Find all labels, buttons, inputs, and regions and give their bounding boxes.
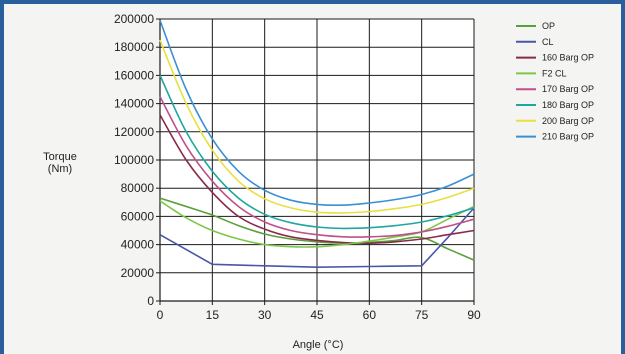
grid: [160, 18, 475, 301]
y-tick-label: 200000: [114, 12, 154, 26]
y-tick-label: 40000: [121, 238, 155, 252]
legend-label-f2-cl: F2 CL: [542, 68, 567, 78]
legend: OP CL 160 Barg OP F2 CL 170 Barg OP 180 Barg …: [516, 21, 594, 142]
series-line-cl: [159, 207, 475, 269]
series-line-180-barg-op: [159, 75, 475, 230]
x-tick-label: 90: [467, 308, 481, 322]
axes: 0 20000 40000 60000 80000 100000 120000 140000 1…: [114, 12, 481, 322]
x-tick-label: 15: [206, 308, 220, 322]
y-tick-label: 20000: [121, 266, 155, 280]
y-tick-label: 60000: [121, 209, 155, 223]
legend-label-160-barg-op: 160 Barg OP: [542, 53, 594, 63]
y-tick-label: 80000: [121, 181, 155, 195]
y-tick-label: 180000: [114, 40, 154, 54]
x-tick-label: 60: [363, 308, 377, 322]
legend-label-op: OP: [542, 21, 555, 31]
y-axis-label-line1: Torque: [43, 151, 77, 163]
legend-label-cl: CL: [542, 37, 554, 47]
y-tick-label: 120000: [114, 125, 154, 139]
x-tick-label: 45: [310, 308, 324, 322]
series-line-170-barg-op: [159, 96, 475, 238]
series-lines: [159, 20, 475, 269]
y-axis-label-line2: (Nm): [48, 163, 72, 175]
series-line-160-barg-op: [159, 114, 475, 245]
series-line-op: [159, 197, 475, 261]
torque-angle-chart: 0 20000 40000 60000 80000 100000 120000 140000 1…: [43, 12, 594, 351]
legend-label-170-barg-op: 170 Barg OP: [542, 84, 594, 94]
chart-frame: 0 20000 40000 60000 80000 100000 120000 140000 1…: [4, 4, 621, 354]
legend-label-200-barg-op: 200 Barg OP: [542, 116, 594, 126]
x-tick-label: 75: [415, 308, 429, 322]
y-tick-label: 160000: [114, 68, 154, 82]
x-tick-label: 0: [157, 308, 164, 322]
legend-label-210-barg-op: 210 Barg OP: [542, 132, 594, 142]
y-tick-label: 100000: [114, 153, 154, 167]
x-tick-label: 30: [258, 308, 272, 322]
series-line-200-barg-op: [159, 39, 475, 214]
x-axis-label: Angle (°C): [293, 339, 344, 351]
series-line-210-barg-op: [159, 20, 475, 207]
y-tick-label: 0: [147, 294, 154, 308]
y-tick-label: 140000: [114, 97, 154, 111]
legend-label-180-barg-op: 180 Barg OP: [542, 100, 594, 110]
